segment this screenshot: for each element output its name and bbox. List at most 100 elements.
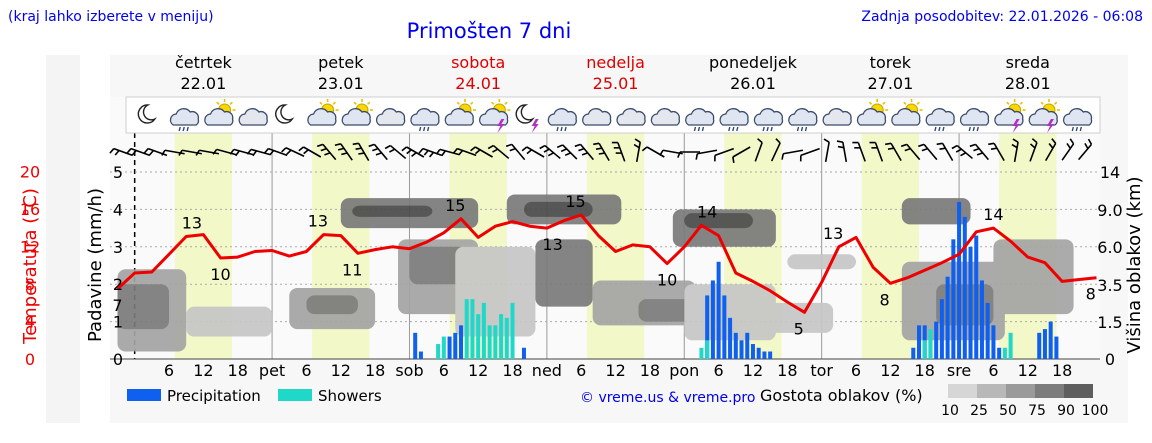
sun-ray xyxy=(216,101,220,105)
wind-barb-tick xyxy=(316,143,324,148)
wind-barb-shaft xyxy=(974,143,990,161)
wind-barb-shaft xyxy=(492,144,510,160)
sun-ray xyxy=(1019,101,1023,105)
shower-bar xyxy=(928,329,933,359)
cloud-height-tick: 14 xyxy=(1100,163,1120,182)
day-short-label: ned xyxy=(532,361,562,380)
temperature-label: 8 xyxy=(880,290,890,309)
wind-barb xyxy=(1029,138,1038,162)
lightning-bolt xyxy=(1046,119,1054,133)
shower-bars xyxy=(436,299,1013,359)
day-name: sobota xyxy=(451,53,505,72)
wind-barb xyxy=(263,147,288,157)
wind-barb-tick xyxy=(543,148,550,153)
wind-barb-tick xyxy=(131,149,137,156)
wind-barb-tick xyxy=(441,150,446,157)
wind-barbs xyxy=(109,138,1093,164)
precipitation-bars xyxy=(413,201,1059,359)
wind-barb-tick xyxy=(470,146,476,152)
wind-barb-tick xyxy=(298,146,304,152)
cloud-density-swatch xyxy=(1035,384,1064,398)
rain-drop xyxy=(728,126,731,132)
wind-barb-tick xyxy=(526,149,533,155)
thunder-cloud-icon xyxy=(1028,99,1060,133)
cloud-shape xyxy=(925,108,955,126)
wind-barb-shaft xyxy=(562,144,578,160)
cloud-shape xyxy=(307,108,337,126)
wind-barb-shaft xyxy=(1077,143,1093,161)
temperature-label: 10 xyxy=(210,265,230,284)
wind-barb xyxy=(969,143,990,161)
wind-barb xyxy=(212,148,237,156)
hour-tick: 6 xyxy=(714,361,724,380)
hour-tick: 12 xyxy=(331,361,351,380)
rain-cloud-icon xyxy=(547,108,578,132)
rain-cloud-icon xyxy=(410,108,440,132)
shower-bar xyxy=(436,344,441,359)
wind-barb xyxy=(574,143,594,161)
temperature-label: 14 xyxy=(697,202,717,221)
sun-ray xyxy=(882,101,886,105)
wind-barb xyxy=(316,143,337,161)
wind-barb-tick xyxy=(401,146,408,152)
temperature-label: 10 xyxy=(657,271,677,290)
precipitation-bar xyxy=(934,321,939,359)
precipitation-tick: 2 xyxy=(113,275,123,294)
precipitation-bar xyxy=(728,317,733,359)
precipitation-bar xyxy=(917,325,921,359)
cloud-block xyxy=(523,201,593,217)
hour-tick: 6 xyxy=(439,361,449,380)
rain-drop xyxy=(770,126,773,132)
shower-bar xyxy=(499,314,504,359)
wind-barb-tick xyxy=(372,147,379,152)
wind-barb-shaft xyxy=(732,146,751,158)
wind-barb-shaft xyxy=(1061,143,1075,161)
rain-drop xyxy=(178,126,181,132)
precipitation-bar xyxy=(705,295,710,359)
wind-barb-tick xyxy=(368,143,375,148)
cloud-block xyxy=(638,299,696,322)
wind-barb-tick xyxy=(389,148,396,153)
sun-cloud-icon xyxy=(341,99,373,126)
cloud-block xyxy=(117,284,170,330)
thunder-cloud-icon xyxy=(479,99,511,133)
wind-barb xyxy=(229,148,254,157)
temperature-axis: 0 4 8 12 16 20 Temperatura (°C) xyxy=(20,163,41,370)
wind-barb xyxy=(770,138,781,162)
cloud-icon xyxy=(238,108,268,126)
wind-barb-tick xyxy=(951,144,958,150)
wind-barb-tick xyxy=(578,147,585,152)
temperature-label: 5 xyxy=(794,319,804,338)
precipitation-tick: 5 xyxy=(113,163,123,182)
temperature-label: 13 xyxy=(823,224,843,243)
wind-barb-tick xyxy=(988,142,995,146)
weather-icons xyxy=(137,99,1093,133)
cloud-icon xyxy=(616,108,646,126)
precipitation-bar xyxy=(979,280,984,359)
sun-ray xyxy=(903,101,907,105)
credit-link[interactable]: © vreme.us & vreme.pro xyxy=(580,390,755,406)
rain-drop xyxy=(693,126,697,132)
wind-barb-tick xyxy=(212,148,218,155)
wind-barb-shaft xyxy=(1044,142,1057,162)
moon-shape xyxy=(515,104,535,124)
wind-barb xyxy=(695,149,718,160)
temperature-line xyxy=(116,213,1097,314)
precipitation-swatch xyxy=(127,389,161,401)
wind-barb-tick xyxy=(955,148,962,153)
cloud-layer xyxy=(117,194,1074,352)
day-short-label: sob xyxy=(395,361,423,380)
wind-barb-tick xyxy=(641,146,648,152)
wind-barb-shaft xyxy=(357,142,370,162)
day-headers: četrtek 22.01 petek 23.01 sobota 24.01 nedelja… xyxy=(175,53,1051,93)
cloud-shape xyxy=(650,108,681,126)
wind-barb-shaft xyxy=(457,147,477,157)
wind-barb-tick xyxy=(358,152,365,155)
day-short-label: sre xyxy=(947,361,971,380)
wind-barb-tick xyxy=(1069,138,1075,145)
precipitation-bar xyxy=(453,332,458,359)
wind-barb-tick xyxy=(458,149,464,156)
temperature-label: 13 xyxy=(308,212,328,231)
